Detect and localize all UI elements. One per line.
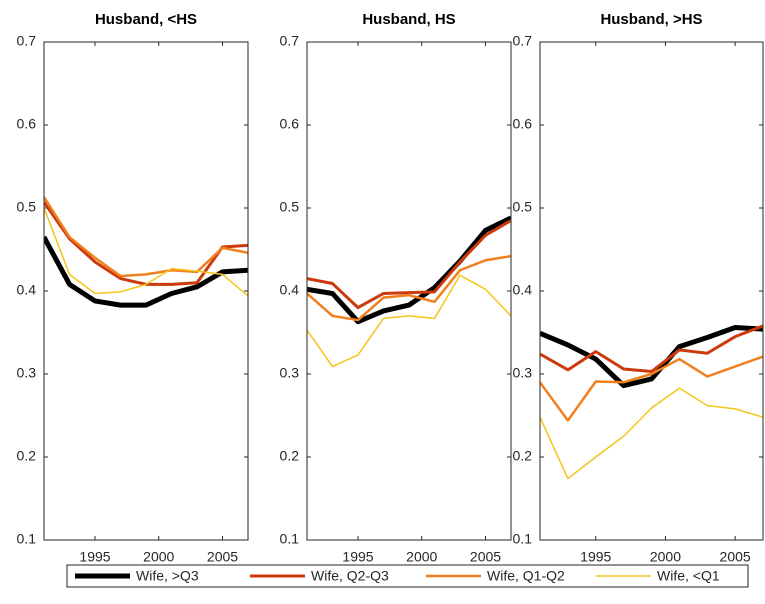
y-tick-label: 0.5 [280, 199, 300, 215]
x-tick-label: 2000 [143, 549, 174, 565]
x-tick-label: 2000 [650, 549, 681, 565]
data-line [307, 215, 511, 325]
y-tick-label: 0.3 [17, 365, 37, 381]
y-tick-label: 0.1 [17, 531, 37, 547]
axes-box [539, 41, 764, 541]
x-tick-label: 2005 [207, 549, 238, 565]
data-line [540, 325, 763, 389]
chart-title: Husband, <HS [95, 11, 197, 28]
legend-box [66, 564, 749, 588]
legend-label: Wife, Q2-Q3 [311, 568, 389, 584]
data-line [540, 324, 763, 374]
y-tick-label: 0.2 [513, 448, 533, 464]
data-line [307, 274, 511, 368]
y-tick-label: 0.3 [513, 365, 533, 381]
data-line [540, 387, 763, 480]
legend-label: Wife, <Q1 [657, 568, 720, 584]
x-tick-label: 2005 [720, 549, 751, 565]
x-tick-label: 2005 [470, 549, 501, 565]
chart-title: Husband, HS [362, 11, 455, 28]
y-tick-label: 0.4 [280, 282, 300, 298]
x-tick-label: 1995 [79, 549, 110, 565]
x-tick-label: 1995 [342, 549, 373, 565]
y-tick-label: 0.1 [280, 531, 300, 547]
y-tick-label: 0.1 [513, 531, 533, 547]
axes-box [306, 41, 512, 541]
y-tick-label: 0.6 [280, 116, 300, 132]
chart-title: Husband, >HS [600, 11, 702, 28]
data-line [44, 196, 248, 278]
legend-label: Wife, Q1-Q2 [487, 568, 565, 584]
y-tick-label: 0.2 [280, 448, 300, 464]
data-line [44, 207, 248, 297]
legend-label: Wife, >Q3 [136, 568, 199, 584]
y-tick-label: 0.4 [513, 282, 533, 298]
x-tick-label: 2000 [406, 549, 437, 565]
data-line [307, 219, 511, 310]
y-tick-label: 0.4 [17, 282, 37, 298]
data-line [307, 254, 511, 322]
y-tick-label: 0.7 [17, 33, 37, 49]
axes-box [43, 41, 249, 541]
y-tick-label: 0.5 [17, 199, 37, 215]
y-tick-label: 0.7 [513, 33, 533, 49]
x-tick-label: 1995 [580, 549, 611, 565]
data-line [540, 355, 763, 422]
y-tick-label: 0.6 [17, 116, 37, 132]
y-tick-label: 0.7 [280, 33, 300, 49]
data-line [44, 235, 248, 308]
y-tick-label: 0.5 [513, 199, 533, 215]
y-tick-label: 0.3 [280, 365, 300, 381]
y-tick-label: 0.2 [17, 448, 37, 464]
y-tick-label: 0.6 [513, 116, 533, 132]
